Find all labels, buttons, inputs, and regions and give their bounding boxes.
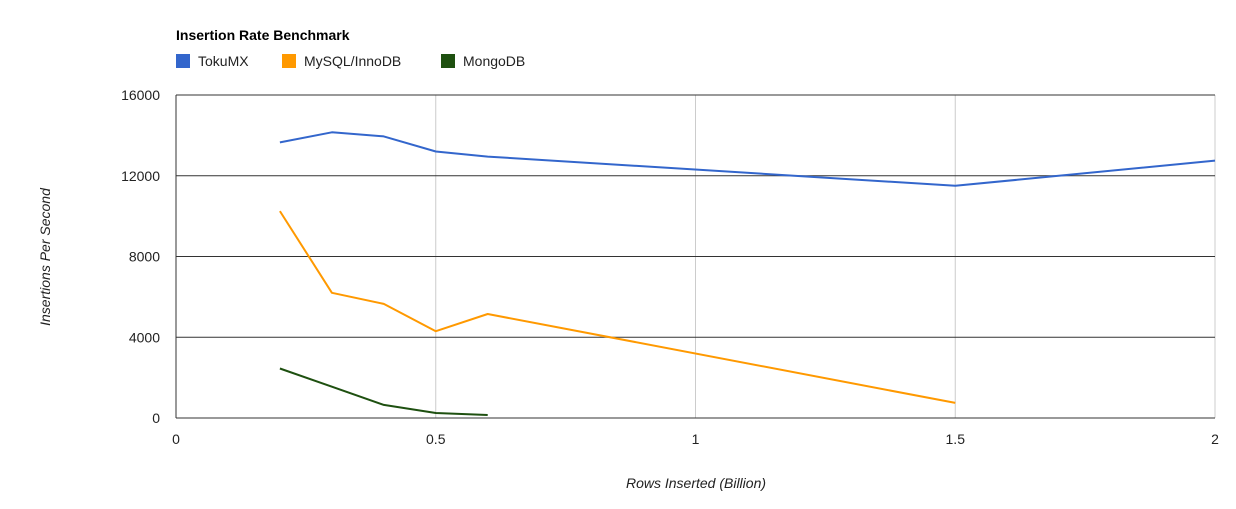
legend-swatch	[441, 54, 455, 68]
y-tick-label: 0	[152, 410, 160, 426]
x-tick-label: 2	[1211, 431, 1219, 447]
series-line-tokumx[interactable]	[279, 131, 1216, 187]
x-tick-label: 1	[692, 431, 700, 447]
y-tick-label: 4000	[129, 329, 160, 345]
y-tick-label: 12000	[121, 168, 160, 184]
x-tick-label: 1.5	[946, 431, 966, 447]
y-axis-label: Insertions Per Second	[37, 187, 53, 326]
series-line-mysql-innodb[interactable]	[279, 210, 956, 404]
legend: TokuMX MySQL/InnoDB MongoDB	[176, 53, 525, 69]
legend-swatch	[282, 54, 296, 68]
legend-label: TokuMX	[198, 53, 249, 69]
y-tick-label: 8000	[129, 249, 160, 265]
grid	[175, 94, 1216, 419]
x-tick-label: 0.5	[426, 431, 446, 447]
series-layer	[279, 131, 1216, 416]
x-axis-label: Rows Inserted (Billion)	[626, 475, 766, 491]
legend-swatch	[176, 54, 190, 68]
series-line-mongodb[interactable]	[279, 367, 488, 416]
legend-label: MySQL/InnoDB	[304, 53, 401, 69]
y-tick-label: 16000	[121, 87, 160, 103]
legend-label: MongoDB	[463, 53, 525, 69]
x-tick-label: 0	[172, 431, 180, 447]
chart-title: Insertion Rate Benchmark	[176, 27, 350, 43]
ticks: 0 0.5 1 1.5 2 0 4000 8000 12000 16000	[121, 87, 1219, 447]
